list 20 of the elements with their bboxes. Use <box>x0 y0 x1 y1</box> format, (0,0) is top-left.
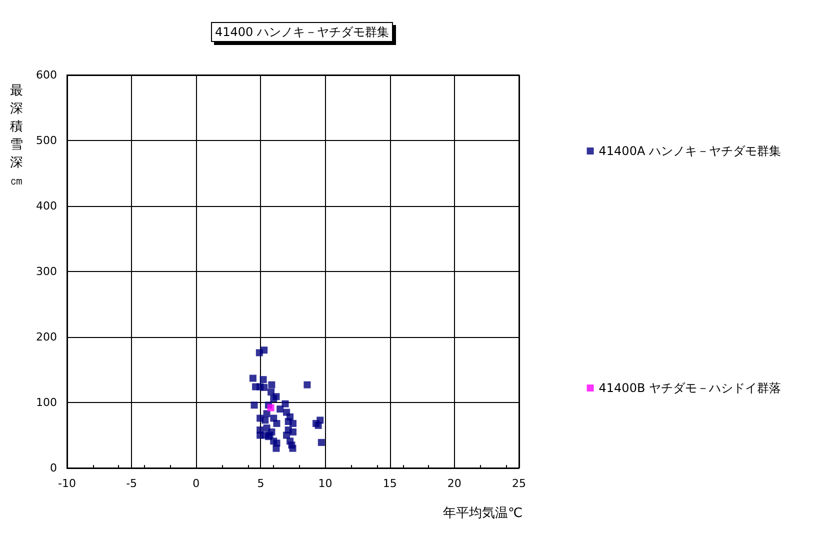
y-tick-label: 300 <box>36 265 57 278</box>
x-tick-label: 20 <box>447 477 462 490</box>
y-tick-label: 500 <box>36 134 57 147</box>
x-tick-label: 5 <box>257 477 264 490</box>
y-tick-label: 100 <box>36 396 57 409</box>
y-tick-label: 600 <box>36 68 57 82</box>
legend-label: 41400A ハンノキ－ヤチダモ群集 <box>598 144 781 158</box>
y-tick-label: 0 <box>50 462 57 474</box>
x-axis-title: 年平均気温℃ <box>443 506 523 521</box>
y-axis-title: 最深積雪深㎝ <box>10 84 23 188</box>
y-tick-label: 200 <box>36 330 57 344</box>
x-tick-label: -5 <box>126 477 138 490</box>
legend-label: 41400B ヤチダモ－ハシドイ群落 <box>598 381 782 395</box>
y-tick-label: 400 <box>36 200 57 212</box>
x-tick-label: 25 <box>512 477 526 490</box>
x-tick-label: 15 <box>382 477 397 490</box>
chart-title: 41400 ハンノキ－ヤチダモ群集 <box>215 25 389 39</box>
x-tick-label: -10 <box>58 477 76 490</box>
x-tick-label: 10 <box>318 477 332 490</box>
x-tick-label: 0 <box>192 477 200 490</box>
